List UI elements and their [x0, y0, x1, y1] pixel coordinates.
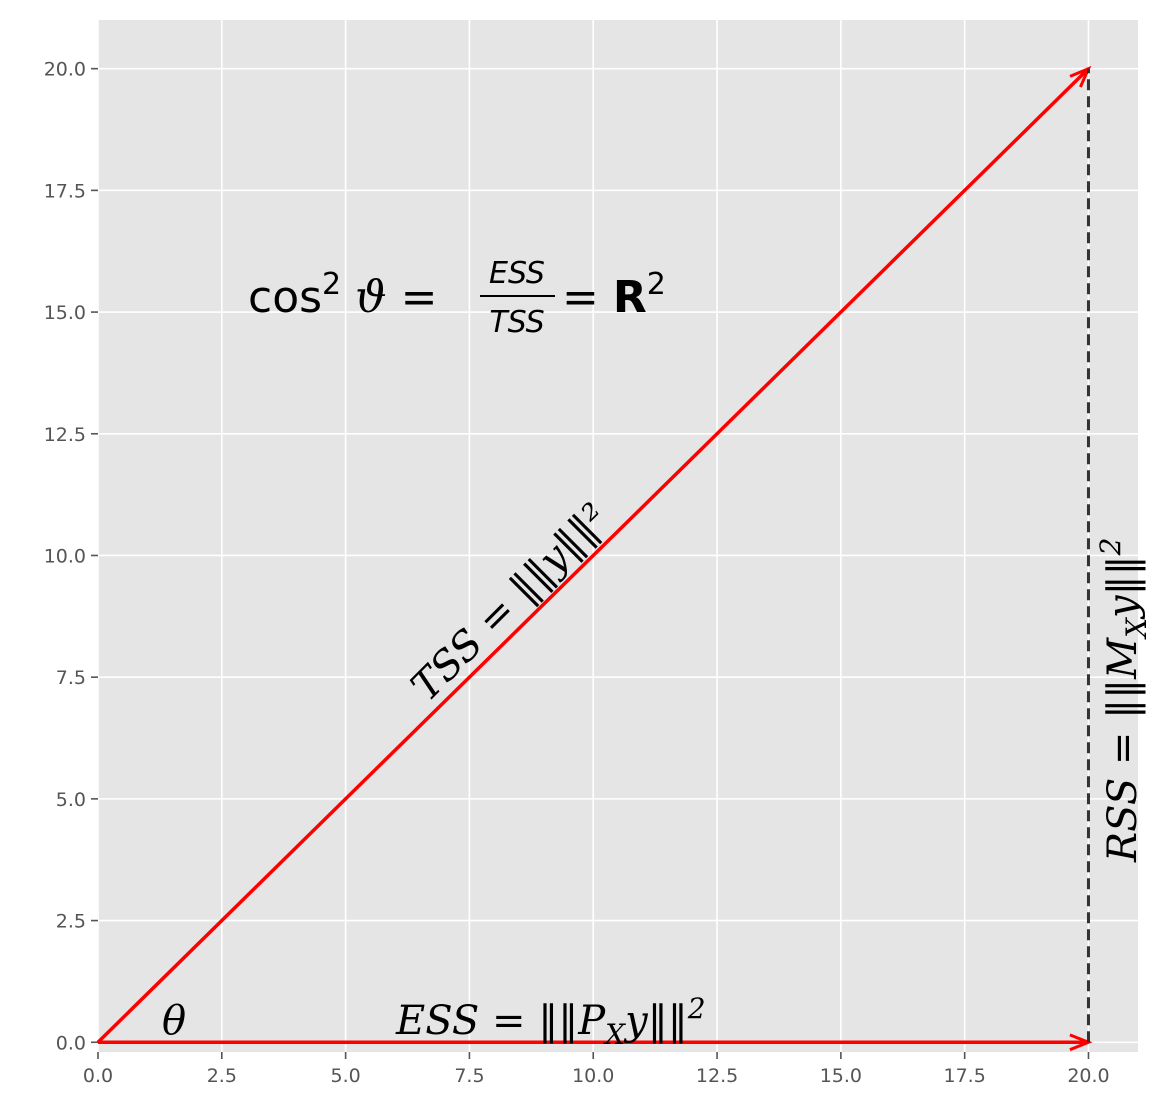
ess-label: ESS = ‖‖PXy‖‖2	[395, 992, 706, 1051]
vectors	[96, 65, 1093, 1052]
y-tick-label: 0.0	[56, 1032, 86, 1054]
x-tick-label: 10.0	[572, 1065, 614, 1087]
rss-label: RSS = ‖‖MXy‖‖2	[1094, 538, 1153, 864]
y-tick-label: 17.5	[44, 180, 86, 202]
x-tick-label: 12.5	[696, 1065, 738, 1087]
theta-label: θ	[162, 998, 186, 1044]
y-tick-label: 7.5	[56, 667, 86, 689]
formula-numerator: ESS	[489, 256, 545, 291]
r-squared-formula: cos2 ϑ = ESS TSS = R2	[248, 256, 666, 340]
arrow-head	[1069, 65, 1092, 88]
x-tick-label: 20.0	[1067, 1065, 1109, 1087]
x-tick-label: 5.0	[331, 1065, 361, 1087]
y-tick-label: 5.0	[56, 789, 86, 811]
y-tick-label: 12.5	[44, 424, 86, 446]
y-tick-label: 20.0	[44, 59, 86, 81]
formula-denominator: TSS	[489, 305, 544, 340]
x-tick-label: 7.5	[454, 1065, 484, 1087]
x-tick-label: 0.0	[83, 1065, 113, 1087]
x-tick-label: 15.0	[820, 1065, 862, 1087]
y-tick-label: 2.5	[56, 911, 86, 933]
y-tick-label: 15.0	[44, 302, 86, 324]
svg-text:cos2 ϑ =: cos2 ϑ =	[248, 267, 437, 323]
svg-text:= R2: = R2	[562, 267, 666, 323]
tss-vector	[96, 67, 1090, 1044]
x-tick-label: 17.5	[944, 1065, 986, 1087]
y-tick-label: 10.0	[44, 545, 86, 567]
x-tick-label: 2.5	[207, 1065, 237, 1087]
ticks: 0.0 2.5 5.0 7.5 10.0 12.5 15.0 17.5 20.0 0.0 2.5 5.…	[44, 59, 1110, 1087]
